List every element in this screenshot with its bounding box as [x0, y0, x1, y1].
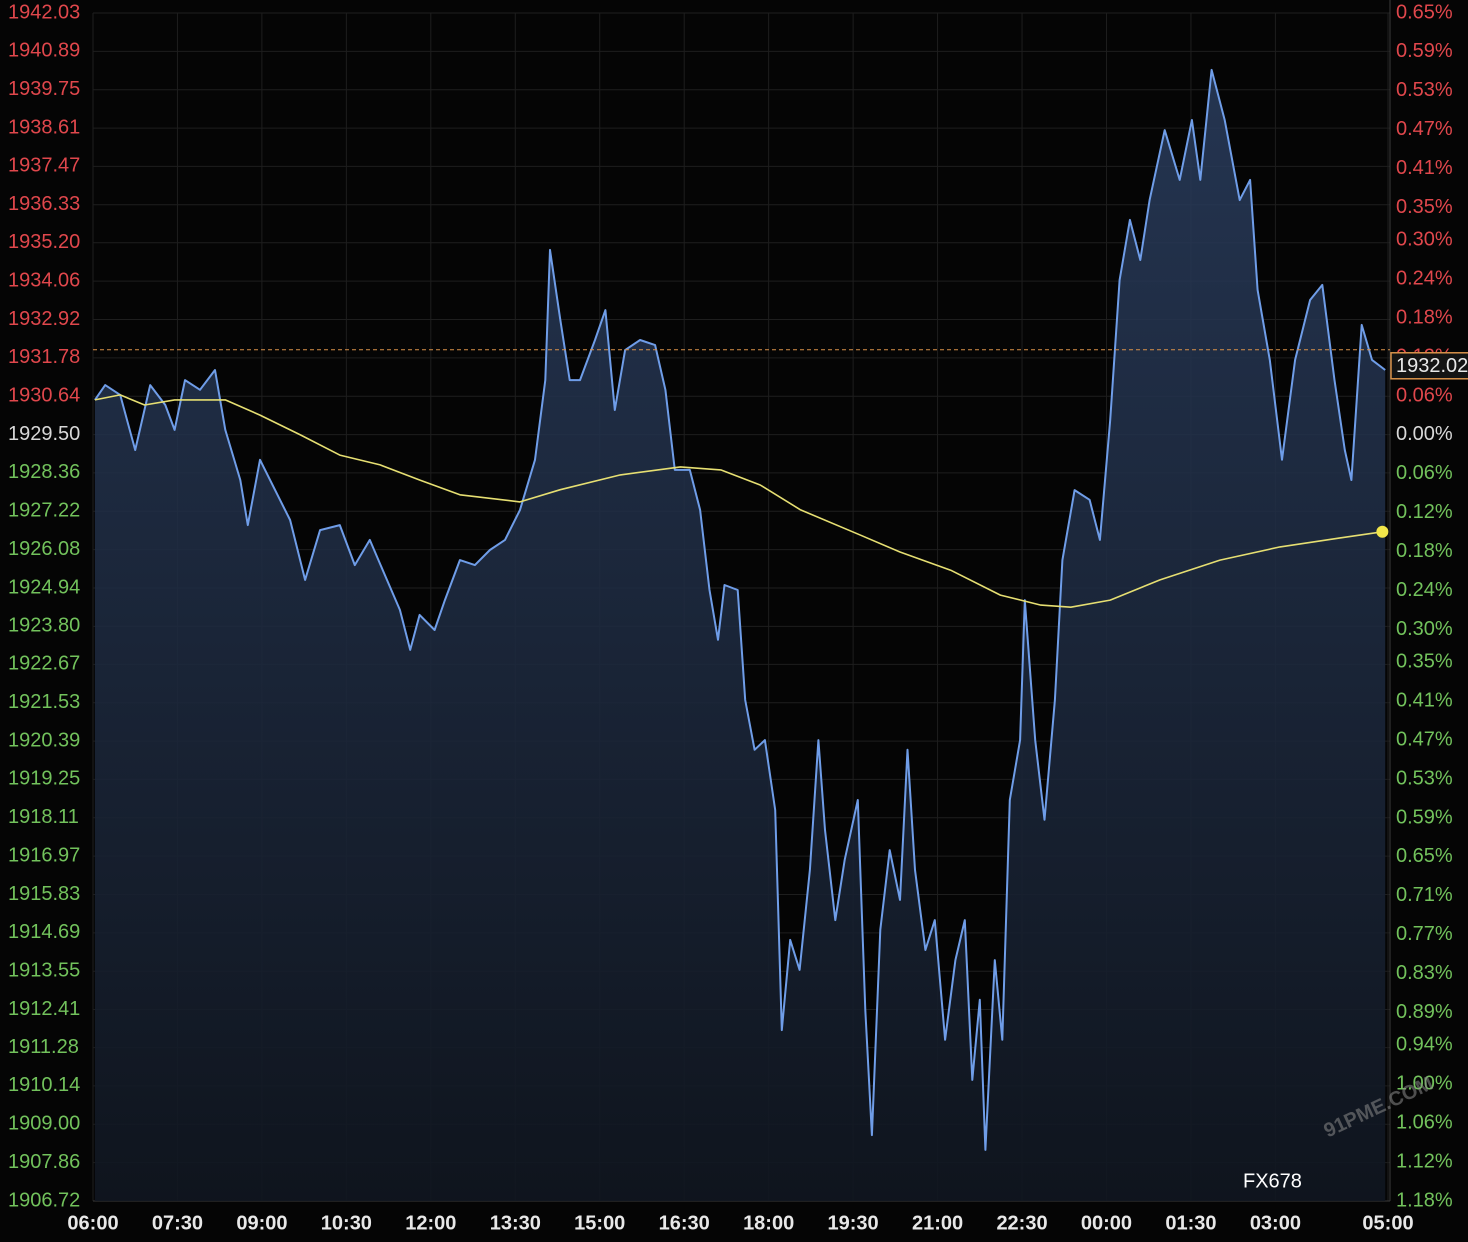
y2-tick-label: 0.71% — [1396, 884, 1453, 906]
y2-tick-label: 0.06% — [1396, 462, 1453, 484]
y-tick-label: 1926.08 — [8, 538, 80, 560]
y2-tick-label: 0.30% — [1396, 618, 1453, 640]
y-tick-label: 1913.55 — [8, 959, 80, 981]
x-tick-label: 19:30 — [828, 1212, 879, 1234]
y-tick-label: 1906.72 — [8, 1189, 80, 1211]
y-tick-label: 1939.75 — [8, 78, 80, 100]
y-tick-label: 1915.83 — [8, 883, 80, 905]
x-tick-label: 22:30 — [996, 1212, 1047, 1234]
x-tick-label: 13:30 — [490, 1212, 541, 1234]
y-tick-label: 1922.67 — [8, 653, 80, 675]
y2-tick-label: 0.65% — [1396, 1, 1453, 23]
y2-tick-label: 0.89% — [1396, 1001, 1453, 1023]
y2-tick-label: 0.18% — [1396, 306, 1453, 328]
y2-tick-label: 0.59% — [1396, 806, 1453, 828]
y-tick-label: 1920.39 — [8, 729, 80, 751]
y2-tick-label: 0.59% — [1396, 40, 1453, 62]
y2-tick-label: 0.35% — [1396, 650, 1453, 672]
plot — [93, 68, 1390, 1201]
y2-tick-label: 0.53% — [1396, 79, 1453, 101]
x-tick-label: 10:30 — [321, 1212, 372, 1234]
last-price-label: 1932.02 — [1396, 355, 1468, 377]
y2-tick-label: 0.47% — [1396, 118, 1453, 140]
y2-tick-label: 1.06% — [1396, 1111, 1453, 1133]
y-tick-label: 1928.36 — [8, 461, 80, 483]
watermark: FX678 — [1243, 1170, 1302, 1192]
y2-tick-label: 0.65% — [1396, 845, 1453, 867]
y-tick-label: 1914.69 — [8, 921, 80, 943]
y-tick-label: 1921.53 — [8, 691, 80, 713]
y2-tick-label: 0.12% — [1396, 501, 1453, 523]
x-tick-label: 05:00 — [1362, 1212, 1413, 1234]
y2-tick-label: 0.18% — [1396, 540, 1453, 562]
x-tick-label: 01:30 — [1165, 1212, 1216, 1234]
y-tick-label: 1932.92 — [8, 308, 80, 330]
axis-labels: 1942.03 1940.89 1939.75 1938.61 1937.47 1936.… — [8, 1, 1468, 1234]
x-tick-label: 15:00 — [574, 1212, 625, 1234]
y-tick-label: 1916.97 — [8, 844, 80, 866]
y2-tick-label: 0.41% — [1396, 157, 1453, 179]
y-tick-label: 1911.28 — [8, 1036, 79, 1058]
y2-tick-label: 0.77% — [1396, 923, 1453, 945]
x-tick-label: 21:00 — [912, 1212, 963, 1234]
x-tick-label: 16:30 — [659, 1212, 710, 1234]
y2-tick-label: 1.18% — [1396, 1189, 1453, 1211]
y-tick-label: 1930.64 — [8, 384, 80, 406]
y-tick-label: 1935.20 — [8, 231, 80, 253]
y-tick-label: 1923.80 — [8, 615, 80, 637]
y2-tick-label: 0.00% — [1396, 423, 1453, 445]
y-tick-label: 1936.33 — [8, 193, 80, 215]
y2-tick-label: 0.06% — [1396, 384, 1453, 406]
x-tick-label: 00:00 — [1081, 1212, 1132, 1234]
y2-tick-label: 0.24% — [1396, 579, 1453, 601]
y-tick-label: 1919.25 — [8, 768, 80, 790]
y2-tick-label: 0.35% — [1396, 196, 1453, 218]
x-tick-label: 03:00 — [1250, 1212, 1301, 1234]
y-tick-label: 1924.94 — [8, 576, 80, 598]
x-tick-label: 18:00 — [743, 1212, 794, 1234]
last-price-box — [1390, 352, 1468, 380]
y2-tick-label: 0.24% — [1396, 267, 1453, 289]
x-tick-label: 06:00 — [67, 1212, 118, 1234]
y-tick-label: 1938.61 — [8, 116, 80, 138]
y-tick-label: 1907.86 — [8, 1151, 80, 1173]
y-tick-label: 1918.11 — [8, 806, 79, 828]
y2-tick-label: 1.12% — [1396, 1150, 1453, 1172]
y-tick-label: 1937.47 — [8, 155, 80, 177]
y-tick-label: 1940.89 — [8, 40, 80, 62]
y-tick-label: 1927.22 — [8, 500, 80, 522]
y-tick-label: 1912.41 — [8, 998, 80, 1020]
x-tick-label: 09:00 — [236, 1212, 287, 1234]
x-tick-label: 07:30 — [152, 1212, 203, 1234]
y2-tick-label: 0.41% — [1396, 689, 1453, 711]
y-tick-label: 1909.00 — [8, 1113, 80, 1135]
y2-tick-label: 0.47% — [1396, 728, 1453, 750]
y-tick-label: 1929.50 — [8, 423, 80, 445]
y-tick-label: 1942.03 — [8, 1, 80, 23]
y2-tick-label: 0.53% — [1396, 767, 1453, 789]
y2-tick-label: 0.94% — [1396, 1033, 1453, 1055]
end-dot — [1376, 525, 1389, 538]
y2-tick-label: 0.83% — [1396, 962, 1453, 984]
y-tick-label: 1931.78 — [8, 346, 80, 368]
y-tick-label: 1934.06 — [8, 269, 80, 291]
y2-tick-label: 0.30% — [1396, 228, 1453, 250]
average-line — [94, 394, 1383, 608]
y-tick-label: 1910.14 — [8, 1074, 80, 1096]
price-line — [94, 68, 1386, 1151]
y2-tick-label: 1.00% — [1396, 1072, 1453, 1094]
x-tick-label: 12:00 — [405, 1212, 456, 1234]
